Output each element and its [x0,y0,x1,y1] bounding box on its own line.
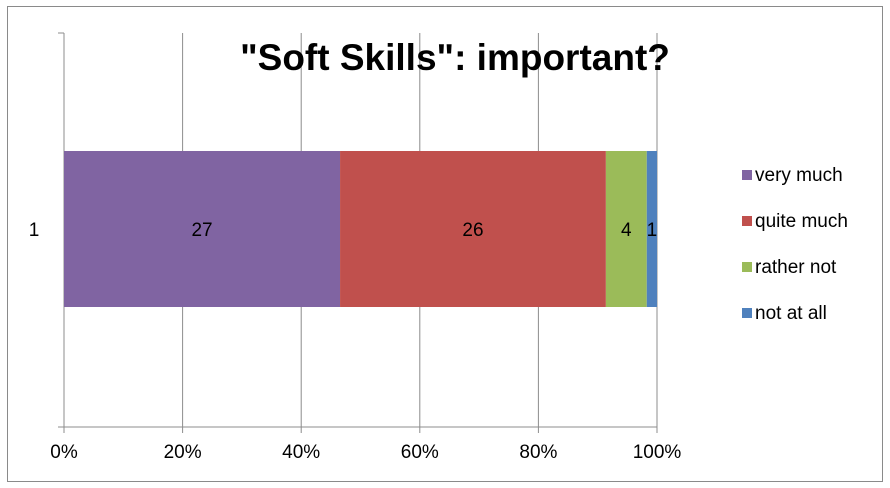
data-label: 27 [191,220,212,241]
tick-labels: 0% 20% 40% 60% 80% 100% 1 [29,220,682,463]
x-tick-label: 80% [519,442,557,463]
legend-swatch [742,170,752,180]
legend-swatch [742,216,752,226]
legend-label: very much [755,165,843,186]
bar-rather-not [605,151,647,307]
chart-title: "Soft Skills": important? [240,37,670,78]
bar-not-at-all [646,151,657,307]
legend-swatch [742,262,752,272]
bars [64,151,657,307]
x-tick-label: 0% [50,442,78,463]
legend-swatch [742,308,752,318]
x-tick-label: 40% [282,442,320,463]
legend-label: rather not [755,257,837,278]
bar-very-much [64,151,341,307]
data-label: 4 [621,220,632,241]
data-labels: 27 26 4 1 [191,220,657,241]
legend-label: quite much [755,211,848,232]
legend: very much quite much rather not not at all [742,165,848,324]
legend-label: not at all [755,303,827,324]
y-tick-label: 1 [29,220,40,241]
x-tick-label: 20% [164,442,202,463]
data-label: 1 [647,220,658,241]
x-tick-label: 100% [633,442,682,463]
x-tick-label: 60% [401,442,439,463]
data-label: 26 [462,220,483,241]
bar-quite-much [340,151,606,307]
